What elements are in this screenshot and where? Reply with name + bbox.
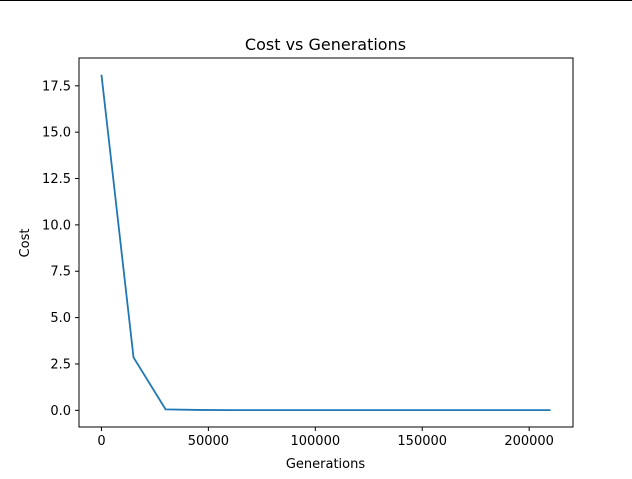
cost-series-line (100, 74, 551, 412)
x-tick-label: 200000 (504, 434, 554, 449)
y-tick-label: 2.5 (50, 357, 71, 372)
plot-area-frame (78, 57, 574, 428)
x-tick-label: 50000 (188, 434, 229, 449)
y-tick-label: 17.5 (42, 79, 71, 94)
x-axis-label: Generations (286, 457, 366, 472)
y-tick-label: 10.0 (42, 218, 71, 233)
y-axis: 0.0 2.5 5.0 7.5 10.0 12.5 15.0 17.5 (42, 79, 79, 419)
x-tick-label: 100000 (290, 434, 340, 449)
x-axis: 0 50000 100000 150000 200000 (97, 427, 554, 449)
top-border-line (0, 0, 632, 1)
y-axis-label: Cost (18, 229, 33, 258)
y-tick-label: 0.0 (50, 404, 71, 419)
series-layer (100, 74, 551, 412)
chart-title: Cost vs Generations (245, 35, 406, 54)
y-tick-label: 7.5 (50, 265, 71, 280)
y-tick-label: 5.0 (50, 311, 71, 326)
y-tick-label: 12.5 (42, 172, 71, 187)
y-tick-label: 15.0 (42, 126, 71, 141)
x-tick-label: 0 (97, 434, 105, 449)
x-tick-label: 150000 (397, 434, 447, 449)
